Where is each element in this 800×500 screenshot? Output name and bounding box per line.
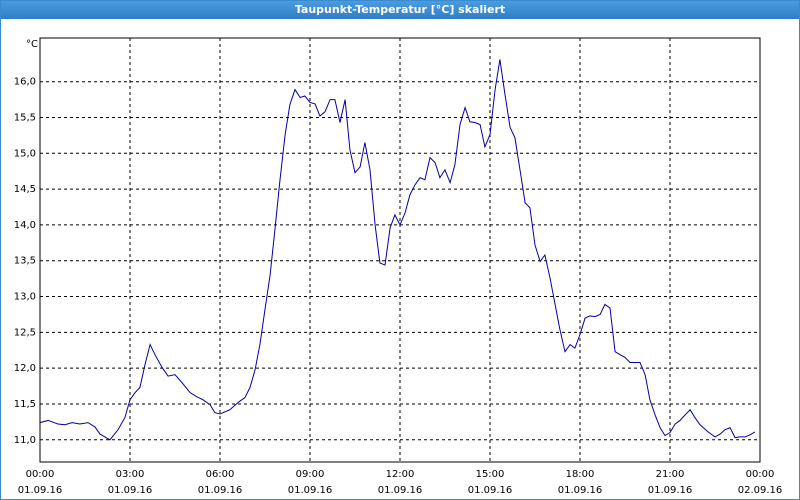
x-tick-date: 01.09.16: [558, 485, 603, 496]
x-tick-label: 00:00: [26, 469, 55, 480]
x-tick-date: 01.09.16: [108, 485, 153, 496]
title-bar: Taupunkt-Temperatur [°C] skaliert: [1, 1, 799, 19]
x-tick-date: 02.09.16: [738, 485, 783, 496]
x-tick-label: 03:00: [116, 469, 145, 480]
y-tick-label: 14,0: [14, 220, 36, 231]
plot-frame: [39, 37, 761, 463]
x-tick-date: 01.09.16: [648, 485, 693, 496]
data-line: [39, 59, 756, 441]
x-tick-date: 01.09.16: [288, 485, 333, 496]
x-tick-label: 18:00: [566, 469, 595, 480]
x-tick-date: 01.09.16: [378, 485, 423, 496]
y-tick-label: 14,5: [14, 184, 36, 195]
y-tick-label: 15,5: [14, 113, 36, 124]
x-tick-label: 09:00: [296, 469, 325, 480]
x-tick-label: 06:00: [206, 469, 235, 480]
x-tick-label: 00:00: [746, 469, 775, 480]
y-tick-label: 12,0: [14, 363, 36, 374]
y-tick-label: 13,0: [14, 292, 36, 303]
y-tick-label: 13,5: [14, 256, 36, 267]
x-tick-label: 12:00: [386, 469, 415, 480]
x-tick-date: 01.09.16: [468, 485, 513, 496]
x-tick-date: 01.09.16: [18, 485, 63, 496]
x-tick-label: 15:00: [476, 469, 505, 480]
y-tick-label: 11,5: [14, 399, 36, 410]
y-tick-label: 12,5: [14, 327, 36, 338]
y-tick-label: 11,0: [14, 435, 36, 446]
x-tick-label: 21:00: [656, 469, 685, 480]
y-unit-label: °C: [26, 39, 38, 50]
y-tick-label: 16,0: [14, 77, 36, 88]
x-tick-date: 01.09.16: [198, 485, 243, 496]
y-tick-label: 15,0: [14, 148, 36, 159]
